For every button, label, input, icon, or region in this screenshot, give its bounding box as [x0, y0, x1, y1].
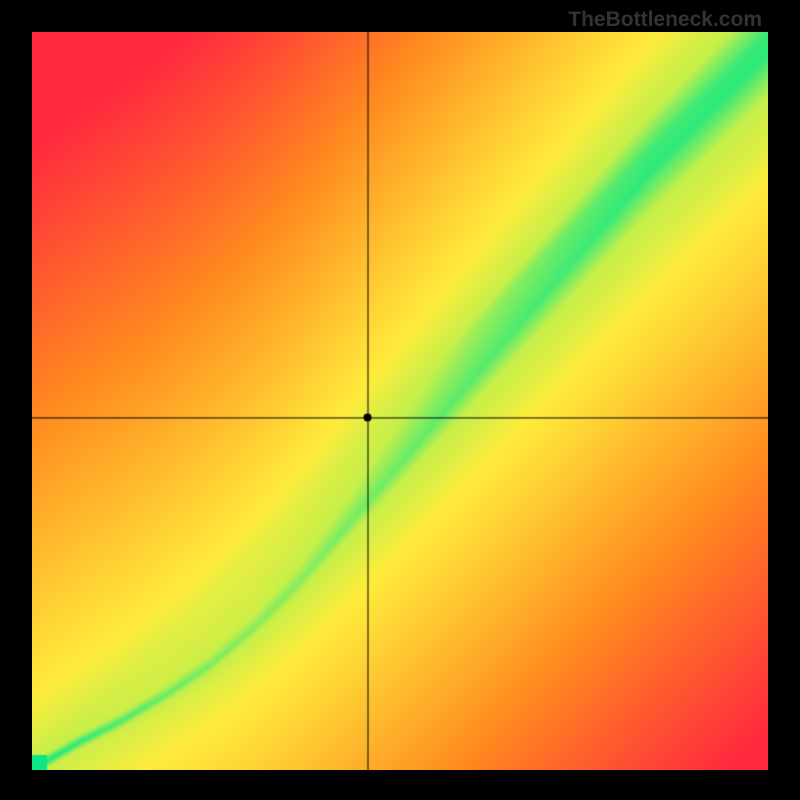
watermark-text: TheBottleneck.com	[568, 8, 762, 32]
heatmap-canvas	[32, 32, 768, 770]
heatmap-chart	[32, 32, 768, 770]
